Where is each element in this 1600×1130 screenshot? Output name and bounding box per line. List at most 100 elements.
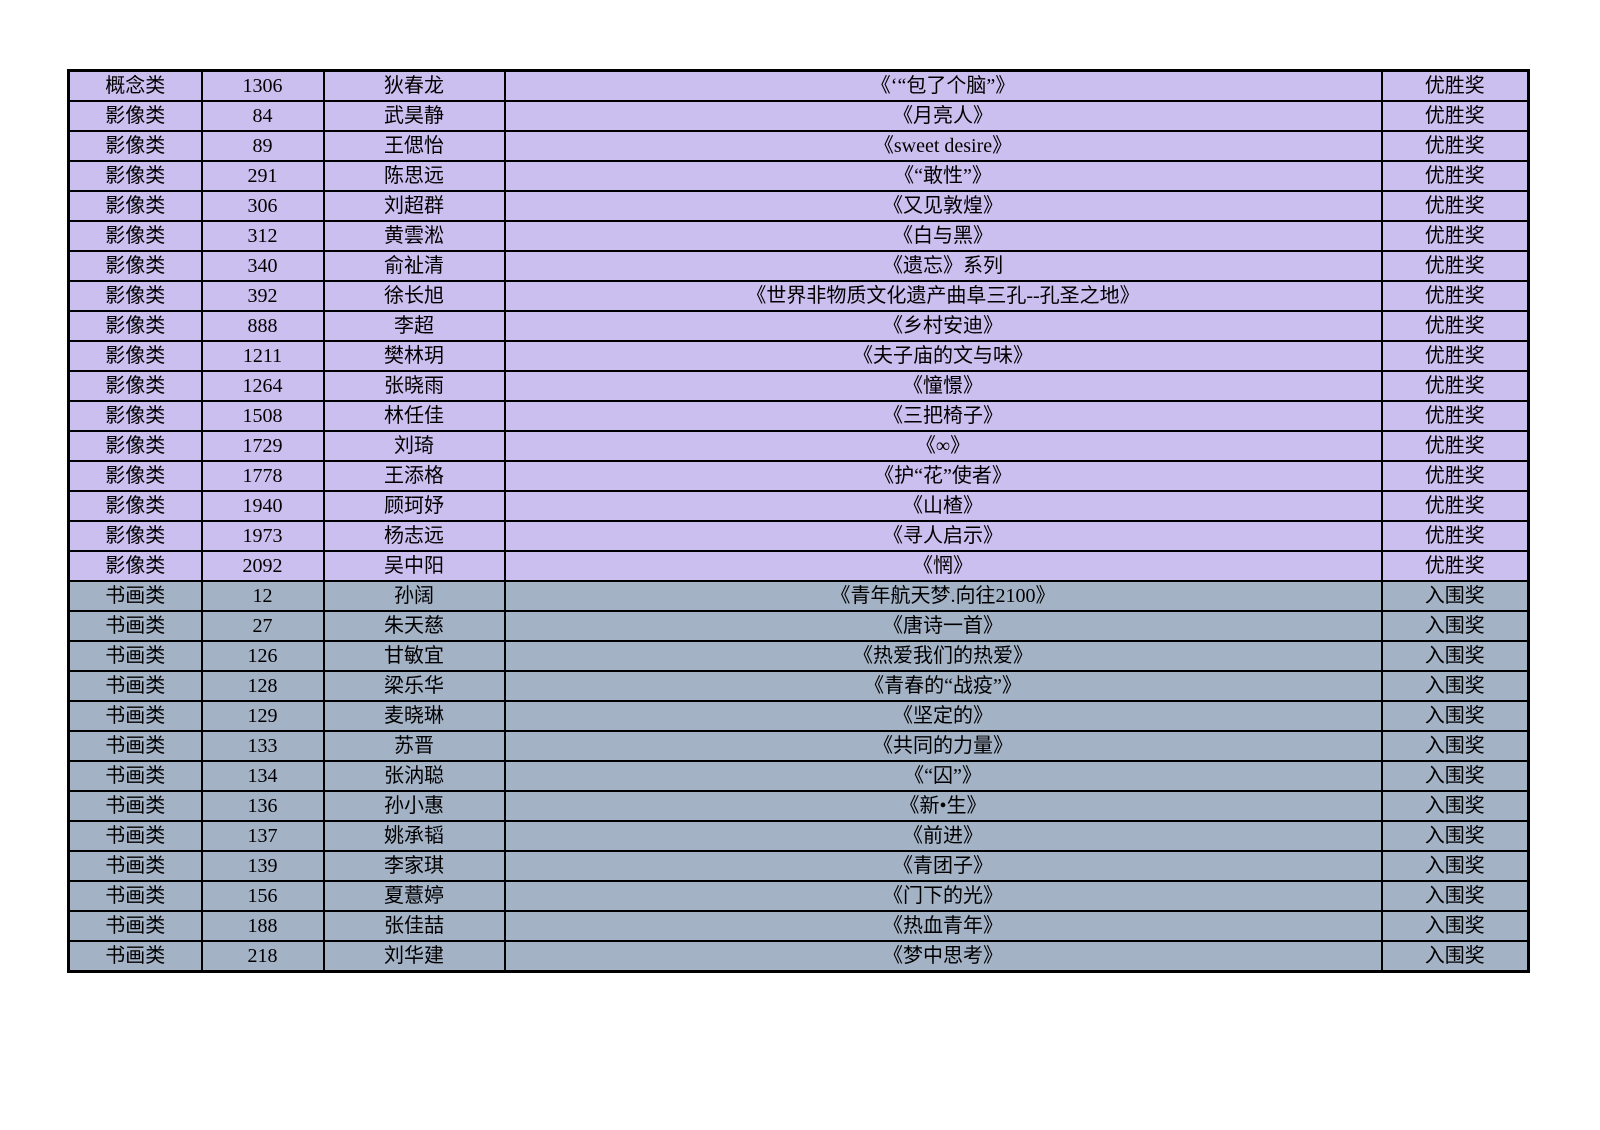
- cell-award: 入围奖: [1380, 610, 1530, 642]
- cell-entry-number: 134: [200, 760, 325, 792]
- cell-work-title: 《三把椅子》: [503, 400, 1383, 432]
- cell-work-title: 《青团子》: [503, 850, 1383, 882]
- cell-category: 书画类: [67, 910, 203, 942]
- cell-author-name: 俞祉清: [322, 250, 506, 282]
- cell-award: 入围奖: [1380, 850, 1530, 882]
- cell-award: 优胜奖: [1380, 490, 1530, 522]
- cell-author-name: 甘敏宜: [322, 640, 506, 672]
- cell-award: 入围奖: [1380, 880, 1530, 912]
- cell-work-title: 《世界非物质文化遗产曲阜三孔--孔圣之地》: [503, 280, 1383, 312]
- cell-category: 影像类: [67, 100, 203, 132]
- cell-entry-number: 1508: [200, 400, 325, 432]
- cell-award: 优胜奖: [1380, 160, 1530, 192]
- cell-work-title: 《前进》: [503, 820, 1383, 852]
- cell-award: 入围奖: [1380, 790, 1530, 822]
- table-row: 影像类 1940 顾珂妤 《山楂》 优胜奖: [67, 490, 1530, 522]
- cell-entry-number: 27: [200, 610, 325, 642]
- cell-work-title: 《坚定的》: [503, 700, 1383, 732]
- table-row: 影像类 84 武昊静 《月亮人》 优胜奖: [67, 100, 1530, 132]
- cell-entry-number: 340: [200, 250, 325, 282]
- cell-entry-number: 136: [200, 790, 325, 822]
- cell-entry-number: 2092: [200, 550, 325, 582]
- cell-work-title: 《门下的光》: [503, 880, 1383, 912]
- cell-award: 优胜奖: [1380, 460, 1530, 492]
- cell-award: 入围奖: [1380, 760, 1530, 792]
- cell-work-title: 《憧憬》: [503, 370, 1383, 402]
- cell-work-title: 《山楂》: [503, 490, 1383, 522]
- cell-award: 入围奖: [1380, 700, 1530, 732]
- cell-entry-number: 1211: [200, 340, 325, 372]
- table-row: 书画类 156 夏薏婷 《门下的光》 入围奖: [67, 880, 1530, 912]
- cell-work-title: 《月亮人》: [503, 100, 1383, 132]
- cell-entry-number: 312: [200, 220, 325, 252]
- cell-work-title: 《惘》: [503, 550, 1383, 582]
- cell-award: 入围奖: [1380, 640, 1530, 672]
- cell-category: 概念类: [67, 69, 203, 102]
- cell-entry-number: 84: [200, 100, 325, 132]
- cell-work-title: 《共同的力量》: [503, 730, 1383, 762]
- cell-author-name: 夏薏婷: [322, 880, 506, 912]
- cell-category: 书画类: [67, 640, 203, 672]
- table-row: 书画类 27 朱天慈 《唐诗一首》 入围奖: [67, 610, 1530, 642]
- cell-category: 影像类: [67, 490, 203, 522]
- cell-work-title: 《青年航天梦.向往2100》: [503, 580, 1383, 612]
- cell-work-title: 《遗忘》系列: [503, 250, 1383, 282]
- cell-entry-number: 1264: [200, 370, 325, 402]
- cell-entry-number: 139: [200, 850, 325, 882]
- table-row: 书画类 128 梁乐华 《青春的“战疫”》 入围奖: [67, 670, 1530, 702]
- cell-award: 优胜奖: [1380, 250, 1530, 282]
- table-row: 影像类 888 李超 《乡村安迪》 优胜奖: [67, 310, 1530, 342]
- cell-author-name: 梁乐华: [322, 670, 506, 702]
- cell-work-title: 《唐诗一首》: [503, 610, 1383, 642]
- cell-category: 影像类: [67, 400, 203, 432]
- cell-category: 影像类: [67, 550, 203, 582]
- cell-entry-number: 291: [200, 160, 325, 192]
- table-row: 影像类 2092 吴中阳 《惘》 优胜奖: [67, 550, 1530, 582]
- table-row: 书画类 133 苏晋 《共同的力量》 入围奖: [67, 730, 1530, 762]
- cell-entry-number: 137: [200, 820, 325, 852]
- cell-award: 优胜奖: [1380, 550, 1530, 582]
- cell-entry-number: 392: [200, 280, 325, 312]
- cell-work-title: 《寻人启示》: [503, 520, 1383, 552]
- cell-work-title: 《∞》: [503, 430, 1383, 462]
- cell-work-title: 《热血青年》: [503, 910, 1383, 942]
- cell-work-title: 《又见敦煌》: [503, 190, 1383, 222]
- cell-author-name: 吴中阳: [322, 550, 506, 582]
- cell-category: 书画类: [67, 730, 203, 762]
- cell-category: 影像类: [67, 310, 203, 342]
- table-row: 影像类 340 俞祉清 《遗忘》系列 优胜奖: [67, 250, 1530, 282]
- cell-author-name: 张晓雨: [322, 370, 506, 402]
- cell-work-title: 《‘“包了个脑”》: [503, 69, 1383, 102]
- cell-category: 书画类: [67, 670, 203, 702]
- cell-entry-number: 306: [200, 190, 325, 222]
- table-row: 影像类 1729 刘琦 《∞》 优胜奖: [67, 430, 1530, 462]
- cell-author-name: 麦晓琳: [322, 700, 506, 732]
- cell-author-name: 李超: [322, 310, 506, 342]
- cell-category: 影像类: [67, 280, 203, 312]
- table-row: 影像类 1973 杨志远 《寻人启示》 优胜奖: [67, 520, 1530, 552]
- cell-work-title: 《sweet desire》: [503, 130, 1383, 162]
- cell-entry-number: 218: [200, 940, 325, 973]
- cell-author-name: 黄雲淞: [322, 220, 506, 252]
- cell-category: 书画类: [67, 760, 203, 792]
- cell-entry-number: 89: [200, 130, 325, 162]
- cell-entry-number: 1973: [200, 520, 325, 552]
- cell-award: 优胜奖: [1380, 130, 1530, 162]
- cell-category: 书画类: [67, 940, 203, 973]
- table-row: 影像类 1264 张晓雨 《憧憬》 优胜奖: [67, 370, 1530, 402]
- cell-award: 入围奖: [1380, 820, 1530, 852]
- cell-author-name: 王偲怡: [322, 130, 506, 162]
- cell-author-name: 狄春龙: [322, 69, 506, 102]
- cell-author-name: 顾珂妤: [322, 490, 506, 522]
- table-row: 书画类 136 孙小惠 《新•生》 入围奖: [67, 790, 1530, 822]
- cell-award: 优胜奖: [1380, 220, 1530, 252]
- cell-work-title: 《护“花”使者》: [503, 460, 1383, 492]
- table-row: 影像类 291 陈思远 《“敢性”》 优胜奖: [67, 160, 1530, 192]
- cell-author-name: 樊林玥: [322, 340, 506, 372]
- cell-category: 影像类: [67, 130, 203, 162]
- cell-work-title: 《白与黑》: [503, 220, 1383, 252]
- table-row: 影像类 89 王偲怡 《sweet desire》 优胜奖: [67, 130, 1530, 162]
- cell-award: 优胜奖: [1380, 340, 1530, 372]
- cell-award: 优胜奖: [1380, 100, 1530, 132]
